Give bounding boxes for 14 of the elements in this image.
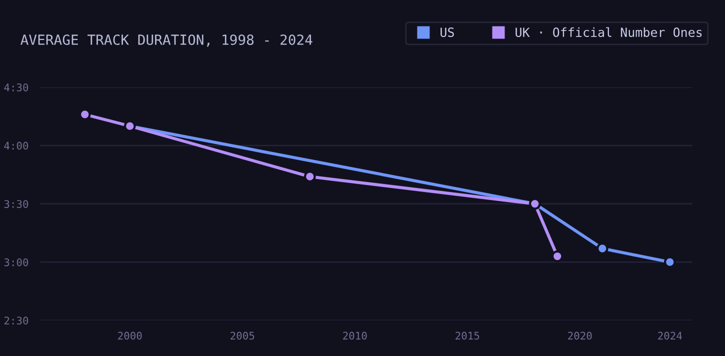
chart-title: AVERAGE TRACK DURATION, 1998 - 2024	[20, 34, 312, 47]
y-tick-label: 4:00	[4, 142, 28, 150]
x-tick-label: 2024	[658, 332, 682, 340]
x-tick-label: 2010	[343, 332, 367, 340]
x-tick-label: 2000	[118, 332, 142, 340]
y-tick-label: 2:30	[4, 316, 28, 325]
y-tick-label: 3:00	[4, 258, 28, 266]
x-tick-label: 2015	[456, 332, 480, 340]
legend-label: UK · Official Number Ones	[516, 27, 702, 38]
x-tick-label: 2005	[230, 332, 254, 340]
x-tick-label: 2020	[568, 332, 592, 340]
y-tick-label: 4:30	[4, 83, 28, 92]
legend-label: US	[440, 28, 454, 38]
y-tick-label: 3:30	[4, 200, 28, 208]
